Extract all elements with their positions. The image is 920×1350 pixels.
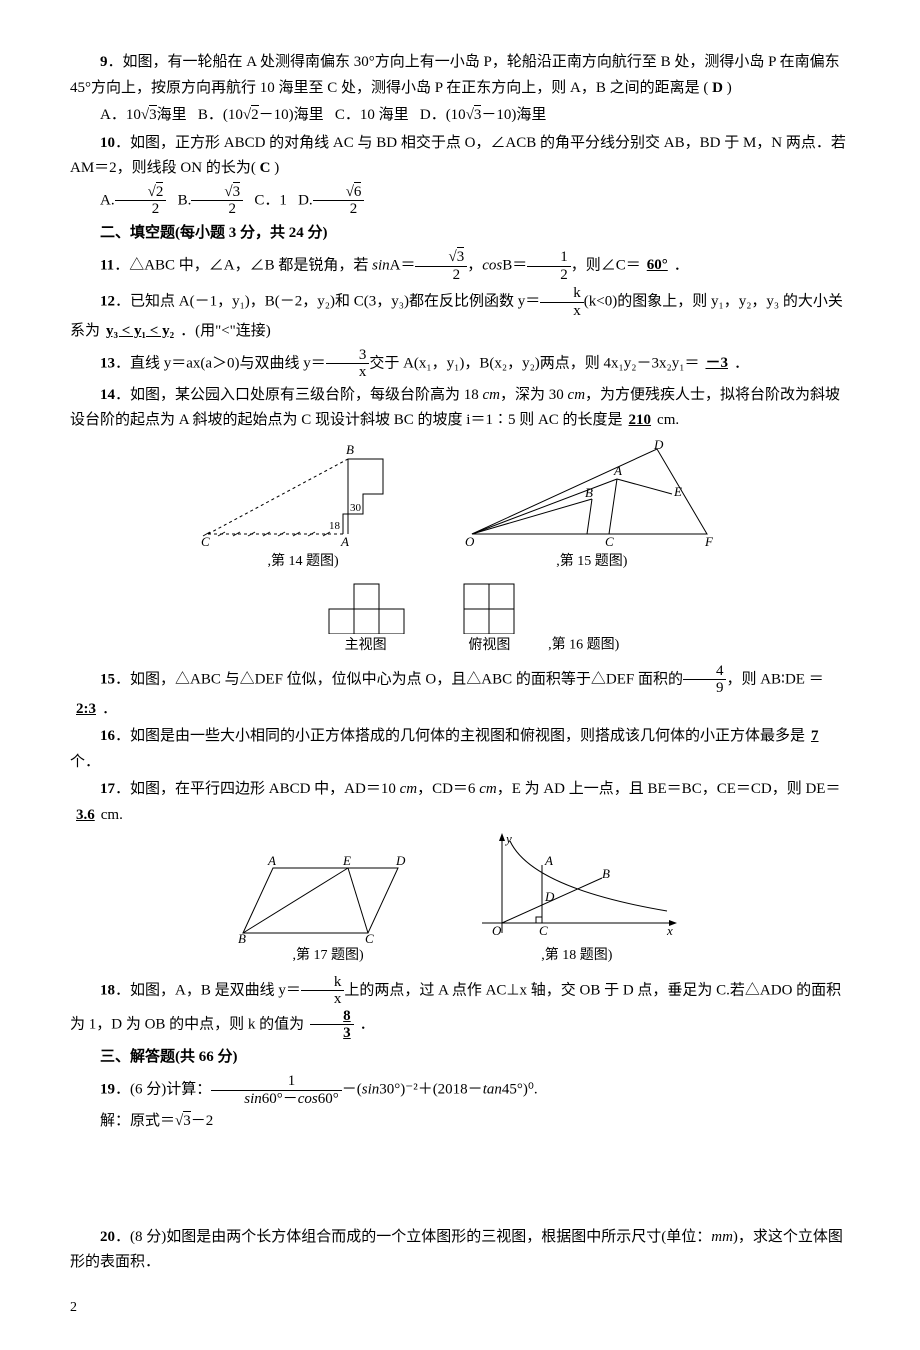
fig16-main: 主视图 (326, 579, 406, 658)
q12: 12．已知点 A(－1，y₁)，B(－2，y₂)和 C(3，y₃)都在反比例函数… (70, 285, 850, 345)
q9-optC: C．10 海里 (335, 107, 409, 123)
svg-text:A: A (340, 534, 349, 549)
q10-answer: C (260, 160, 271, 176)
fig16-caption: ,第 16 题图) (548, 637, 619, 652)
svg-text:D: D (395, 853, 406, 868)
svg-text:O: O (492, 923, 502, 938)
svg-text:F: F (704, 534, 714, 549)
q17: 17．如图，在平行四边形 ABCD 中，AD＝10 cm，CD＝6 cm，E 为… (70, 777, 850, 828)
svg-text:18: 18 (329, 520, 341, 532)
svg-text:30: 30 (350, 502, 362, 514)
svg-text:E: E (342, 853, 351, 868)
q12-answer: y₃ < y₁ < y₂ (100, 323, 180, 339)
q9-num: 9 (100, 54, 108, 70)
q17-num: 17 (100, 781, 115, 797)
q9-choices: A．103海里 B．(102－10)海里 C．10 海里 D．(103－10)海… (70, 103, 850, 129)
q10: 10．如图，正方形 ABCD 的对角线 AC 与 BD 相交于点 O，∠ACB … (70, 131, 850, 182)
q10-optC: C．1 (254, 192, 287, 208)
q14-answer: 210 (623, 412, 658, 428)
svg-text:C: C (201, 534, 210, 549)
svg-text:O: O (465, 534, 475, 549)
page-number: 2 (70, 1296, 850, 1320)
svg-text:B: B (602, 866, 610, 881)
figure-row-2: A E D B C ,第 17 题图) y A B D O C x ,第 18 … (70, 833, 850, 969)
fig17-caption: ,第 17 题图) (293, 948, 364, 963)
svg-text:B: B (585, 485, 593, 500)
svg-text:D: D (544, 889, 555, 904)
q10-num: 10 (100, 135, 115, 151)
q11-answer: 60° (641, 257, 674, 273)
svg-text:A: A (267, 853, 276, 868)
q19-solution: 解：原式＝3－2 (70, 1109, 850, 1135)
q15-answer: 2:3 (70, 701, 102, 717)
fig18: y A B D O C x ,第 18 题图) (472, 833, 682, 969)
q20-num: 20 (100, 1229, 115, 1245)
fig16-top: 俯视图 (459, 579, 519, 658)
fig14: B C A 30 18 ,第 14 题图) (198, 439, 408, 575)
q14-num: 14 (100, 387, 115, 403)
q17-answer: 3.6 (70, 807, 101, 823)
fig18-svg: y A B D O C x (472, 833, 682, 943)
q10-choices: A.22 B.32 C．1 D.62 (70, 184, 850, 218)
svg-text:C: C (539, 923, 548, 938)
fig18-caption: ,第 18 题图) (541, 948, 612, 963)
q19: 19．(6 分)计算：1sin60°－cos60°－(sin30°)⁻²＋(20… (70, 1073, 850, 1107)
q12-num: 12 (100, 293, 115, 309)
fig15-caption: ,第 15 题图) (556, 554, 627, 569)
q20: 20．(8 分)如图是由两个长方体组合而成的一个立体图形的三视图，根据图中所示尺… (70, 1225, 850, 1276)
q10-stem: ．如图，正方形 ABCD 的对角线 AC 与 BD 相交于点 O，∠ACB 的角… (70, 135, 846, 177)
q18-num: 18 (100, 982, 115, 998)
fig15-svg: D A E B O C F (462, 439, 722, 549)
svg-text:A: A (544, 853, 553, 868)
section3-title: 三、解答题(共 66 分) (70, 1045, 850, 1071)
section2-title: 二、填空题(每小题 3 分，共 24 分) (70, 221, 850, 247)
q13-num: 13 (100, 355, 115, 371)
q13-answer: －3 (699, 355, 734, 371)
q9-answer: D (712, 80, 723, 96)
q9-optB: B．(102－10)海里 (198, 105, 324, 123)
fig15: D A E B O C F ,第 15 题图) (462, 439, 722, 575)
svg-text:B: B (238, 931, 246, 943)
q13: 13．直线 y＝ax(a＞0)与双曲线 y＝3x交于 A(x₁，y₁)，B(x₂… (70, 347, 850, 381)
svg-text:D: D (653, 439, 664, 452)
q14: 14．如图，某公园入口处原有三级台阶，每级台阶高为 18 cm，深为 30 cm… (70, 383, 850, 434)
fig17-svg: A E D B C (238, 853, 418, 943)
svg-text:E: E (673, 484, 682, 499)
figure-row-1: B C A 30 18 ,第 14 题图) D A E B O C F ,第 1… (70, 439, 850, 575)
svg-text:x: x (666, 923, 673, 938)
q16: 16．如图是由一些大小相同的小正方体搭成的几何体的主视图和俯视图，则搭成该几何体… (70, 724, 850, 775)
svg-text:y: y (504, 833, 512, 846)
q18-answer: 8 (310, 1008, 354, 1026)
svg-text:C: C (365, 931, 374, 943)
figure-row-views: 主视图 俯视图 ,第 16 题图) (70, 579, 850, 658)
q19-num: 19 (100, 1082, 115, 1098)
q16-num: 16 (100, 728, 115, 744)
fig14-caption: ,第 14 题图) (268, 554, 339, 569)
fig14-svg: B C A 30 18 (198, 439, 408, 549)
svg-text:B: B (346, 442, 354, 457)
q15: 15．如图，△ABC 与△DEF 位似，位似中心为点 O，且△ABC 的面积等于… (70, 663, 850, 723)
svg-text:C: C (605, 534, 614, 549)
q18: 18．如图，A，B 是双曲线 y＝kx上的两点，过 A 点作 AC⊥x 轴，交 … (70, 974, 850, 1042)
q9-optD: D．(103－10)海里 (420, 105, 547, 123)
svg-text:A: A (613, 463, 622, 478)
q15-num: 15 (100, 671, 115, 687)
q11-num: 11 (100, 257, 114, 273)
q9-optA: A．103海里 (100, 105, 187, 123)
q9: 9．如图，有一轮船在 A 处测得南偏东 30°方向上有一小岛 P，轮船沿正南方向… (70, 50, 850, 101)
q11: 11．△ABC 中，∠A，∠B 都是锐角，若 sinA＝32，cosB＝12，则… (70, 249, 850, 283)
fig17: A E D B C ,第 17 题图) (238, 853, 418, 969)
q16-answer: 7 (805, 728, 825, 744)
